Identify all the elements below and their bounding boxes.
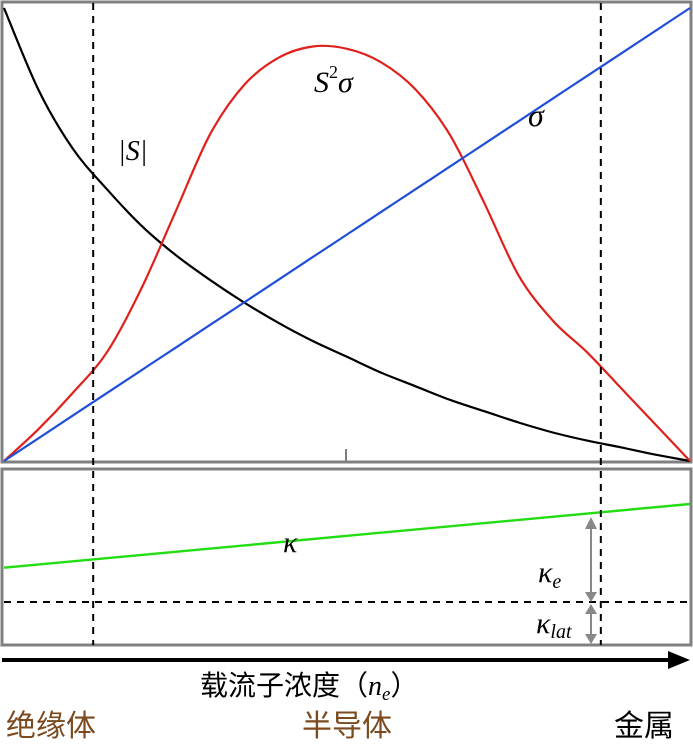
x-axis-title: 载流子浓度（ne） (200, 669, 418, 705)
kappa-e-sub: e (552, 571, 561, 593)
kappa-e-symbol: κ (538, 556, 553, 589)
region-label-semiconductor: 半导体 (302, 709, 392, 744)
bottom-panel-frame (0, 467, 693, 647)
kappa-line (3, 502, 691, 569)
kappa-lat-label: κlat (536, 607, 572, 643)
power-factor-label-s: S (314, 66, 329, 99)
kappa-e-arrow-head-bottom (585, 592, 597, 602)
series-line-0 (2, 7, 691, 463)
kappa-e-arrow-head-top (585, 517, 597, 529)
x-axis-title-text: 载流子浓度（ (200, 669, 368, 702)
top-panel-frame (0, 0, 693, 464)
kappa-e-label: κe (538, 556, 561, 593)
kappa-lat-sub: lat (550, 621, 572, 643)
power-factor-label-sigma: σ (338, 66, 354, 99)
x-axis-title-close: ） (390, 669, 418, 702)
series-line-2 (3, 7, 691, 462)
seebeck-label: |S| (118, 136, 147, 167)
series-line-1 (3, 44, 691, 462)
kappa-label: κ (283, 526, 298, 559)
region-label-insulator: 绝缘体 (6, 709, 96, 744)
kappa-lat-arrow-head-bottom (585, 634, 597, 644)
x-axis-arrow-head (668, 651, 690, 669)
region-label-metal: 金属 (614, 709, 674, 744)
conductivity-label: σ (528, 97, 545, 133)
top-panel-curves (2, 7, 691, 463)
x-axis-symbol-sub: e (382, 684, 390, 705)
kappa-lat-symbol: κ (536, 607, 551, 640)
x-axis-symbol: n (368, 671, 382, 702)
power-factor-label: S2σ (314, 62, 354, 99)
kappa-lat-arrow-head-top (585, 604, 597, 614)
power-factor-label-exp: 2 (329, 62, 338, 82)
bottom-panel-curves (3, 502, 691, 603)
